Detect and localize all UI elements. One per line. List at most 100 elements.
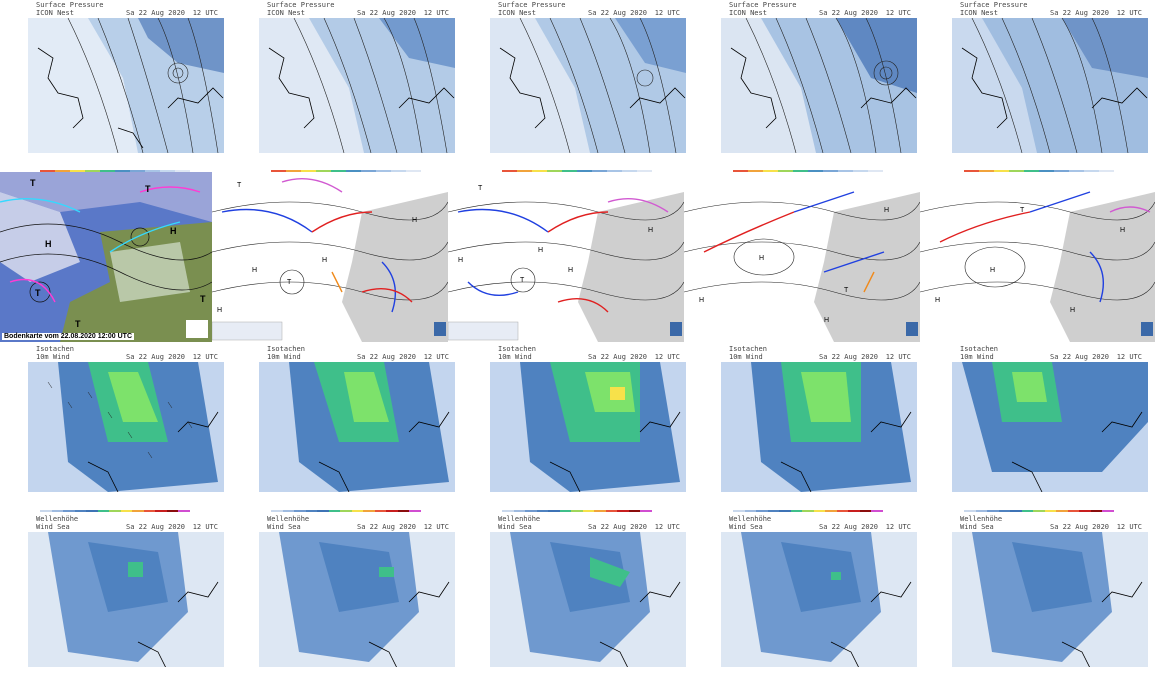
header-title: Wellenhöhe	[498, 515, 541, 523]
colorbar-swatch	[964, 170, 979, 172]
svg-text:H: H	[45, 239, 52, 249]
colorbar-swatch	[536, 510, 549, 512]
colorbar-swatch	[120, 510, 133, 512]
colorbar-swatch	[808, 170, 823, 172]
wave-panel-5[interactable]: Wellenhöhe Wind Sea Sa 22 Aug 2020 12 UT…	[924, 514, 1152, 688]
svg-text:H: H	[170, 226, 177, 236]
header-title: Isotachen	[267, 345, 305, 353]
pressure-panel-1[interactable]: Surface Pressure ICON Nest Sa 22 Aug 202…	[0, 0, 228, 172]
fronts-panel-3[interactable]: H H H H T	[684, 172, 920, 342]
colorbar	[271, 160, 421, 172]
panel-header: Isotachen 10m Wind Sa 22 Aug 2020 12 UTC	[237, 344, 453, 362]
analysis-satellite-panel[interactable]: T T H H T T T Bodenkarte vom 22.08.2020 12:00…	[0, 172, 212, 342]
wave-panel-4[interactable]: Wellenhöhe Wind Sea Sa 22 Aug 2020 12 UT…	[693, 514, 921, 688]
colorbar-swatch	[975, 510, 988, 512]
colorbar-swatch	[376, 170, 391, 172]
analysis-caption: Bodenkarte vom 22.08.2020 12:00 UTC	[2, 333, 135, 340]
colorbar-swatch	[853, 170, 868, 172]
colorbar-swatch	[763, 170, 778, 172]
colorbar-swatch	[316, 170, 331, 172]
panel-header: Wellenhöhe Wind Sea Sa 22 Aug 2020 12 UT…	[930, 514, 1146, 532]
header-time: 12 UTC	[885, 523, 911, 531]
wind-panel-3[interactable]: Isotachen 10m Wind Sa 22 Aug 2020 12 UTC	[462, 344, 690, 512]
header-date: Sa 22 Aug 2020	[819, 353, 879, 361]
header-time: 12 UTC	[654, 9, 680, 17]
wave-panel-1[interactable]: Wellenhöhe Wind Sea Sa 22 Aug 2020 12 UT…	[0, 514, 228, 688]
header-title: Surface Pressure	[960, 1, 1028, 9]
colorbar-swatch	[617, 510, 629, 512]
colorbar-swatch	[1024, 170, 1039, 172]
colorbar-swatch	[793, 170, 808, 172]
colorbar-swatch	[767, 510, 780, 512]
svg-text:T: T	[30, 178, 36, 188]
colorbar-swatch	[55, 170, 70, 172]
panel-header: Wellenhöhe Wind Sea Sa 22 Aug 2020 12 UT…	[6, 514, 222, 532]
fronts-panel-4[interactable]: H H H H T	[920, 172, 1155, 342]
wave-panel-3[interactable]: Wellenhöhe Wind Sea Sa 22 Aug 2020 12 UT…	[462, 514, 690, 688]
colorbar-swatch	[756, 510, 768, 512]
header-time: 12 UTC	[654, 523, 680, 531]
svg-text:H: H	[458, 257, 463, 264]
svg-text:H: H	[538, 247, 543, 254]
pressure-panel-2[interactable]: Surface Pressure ICON Nest Sa 22 Aug 202…	[231, 0, 459, 172]
wind-panel-4[interactable]: Isotachen 10m Wind Sa 22 Aug 2020 12 UTC	[693, 344, 921, 512]
wind-panel-1[interactable]: Isotachen 10m Wind Sa 22 Aug 2020 12 UTC	[0, 344, 228, 512]
colorbar	[502, 680, 652, 685]
header-time: 12 UTC	[192, 353, 218, 361]
svg-text:H: H	[1120, 227, 1125, 234]
header-time: 12 UTC	[885, 9, 911, 17]
header-model: Wind Sea	[36, 523, 70, 531]
colorbar-swatch	[994, 170, 1009, 172]
colorbar-swatch	[790, 510, 803, 512]
colorbar-swatch	[1039, 170, 1054, 172]
colorbar-swatch	[70, 170, 85, 172]
header-time: 12 UTC	[1116, 353, 1142, 361]
colorbar-swatch	[1069, 170, 1084, 172]
colorbar	[733, 680, 883, 685]
colorbar-swatch	[160, 170, 175, 172]
header-title: Surface Pressure	[498, 1, 566, 9]
header-time: 12 UTC	[423, 9, 449, 17]
wind-panel-5[interactable]: Isotachen 10m Wind Sa 22 Aug 2020 12 UTC	[924, 344, 1152, 512]
wind-panel-2[interactable]: Isotachen 10m Wind Sa 22 Aug 2020 12 UTC	[231, 344, 459, 512]
svg-text:H: H	[699, 297, 704, 304]
svg-text:T: T	[478, 185, 483, 192]
colorbar-swatch	[548, 510, 560, 512]
colorbar-swatch	[85, 170, 100, 172]
header-model: 10m Wind	[267, 353, 301, 361]
colorbar-swatch	[559, 510, 572, 512]
colorbar-swatch	[744, 510, 757, 512]
colorbar-swatch	[301, 170, 316, 172]
colorbar-swatch	[143, 510, 156, 512]
header-time: 12 UTC	[192, 9, 218, 17]
pressure-panel-3[interactable]: Surface Pressure ICON Nest Sa 22 Aug 202…	[462, 0, 690, 172]
colorbar-swatch	[628, 510, 641, 512]
colorbar-swatch	[175, 170, 190, 172]
colorbar-swatch	[779, 510, 791, 512]
colorbar-swatch	[282, 510, 295, 512]
colorbar	[502, 160, 652, 172]
fronts-panel-1[interactable]: T H H T H H	[212, 172, 448, 342]
pressure-panel-4[interactable]: Surface Pressure ICON Nest Sa 22 Aug 202…	[693, 0, 921, 172]
fronts-panel-2[interactable]: T H H T H H	[448, 172, 684, 342]
colorbar-swatch	[778, 170, 793, 172]
panel-header: Surface Pressure ICON Nest Sa 22 Aug 202…	[6, 0, 222, 18]
header-time: 12 UTC	[423, 353, 449, 361]
wave-panel-2[interactable]: Wellenhöhe Wind Sea Sa 22 Aug 2020 12 UT…	[231, 514, 459, 688]
colorbar-swatch	[1090, 510, 1103, 512]
colorbar-swatch	[802, 510, 814, 512]
colorbar-swatch	[547, 170, 562, 172]
colorbar-swatch	[1021, 510, 1034, 512]
colorbar-swatch	[286, 170, 301, 172]
colorbar-swatch	[1079, 510, 1091, 512]
header-date: Sa 22 Aug 2020	[126, 523, 186, 531]
header-title: Isotachen	[960, 345, 998, 353]
header-time: 12 UTC	[1116, 9, 1142, 17]
pressure-map	[490, 18, 686, 153]
colorbar-swatch	[86, 510, 98, 512]
pressure-map	[952, 18, 1148, 153]
colorbar-swatch	[1044, 510, 1057, 512]
pressure-panel-5[interactable]: Surface Pressure ICON Nest Sa 22 Aug 202…	[924, 0, 1152, 172]
header-model: ICON Nest	[498, 9, 536, 17]
